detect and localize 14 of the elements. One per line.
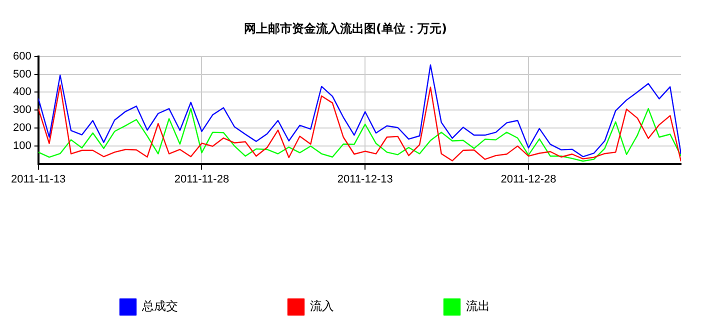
y-tick-label: 500: [12, 68, 32, 80]
y-tick-label: 600: [12, 50, 32, 62]
x-tick-label: 2011-12-13: [337, 173, 393, 186]
y-tick-label: 200: [12, 122, 32, 134]
legend-label: 流出: [466, 299, 490, 314]
chart-title: 网上邮市资金流入流出图(单位：万元): [244, 21, 447, 36]
legend-label: 总成交: [141, 299, 178, 314]
legend-label: 流入: [310, 299, 334, 314]
y-tick-label: 400: [12, 86, 32, 98]
y-tick-label: 100: [12, 140, 32, 152]
x-tick-label: 2011-11-13: [11, 173, 66, 186]
x-tick-label: 2011-11-28: [174, 173, 230, 186]
y-tick-label: 300: [12, 104, 32, 116]
x-tick-label: 2011-12-28: [500, 173, 556, 186]
